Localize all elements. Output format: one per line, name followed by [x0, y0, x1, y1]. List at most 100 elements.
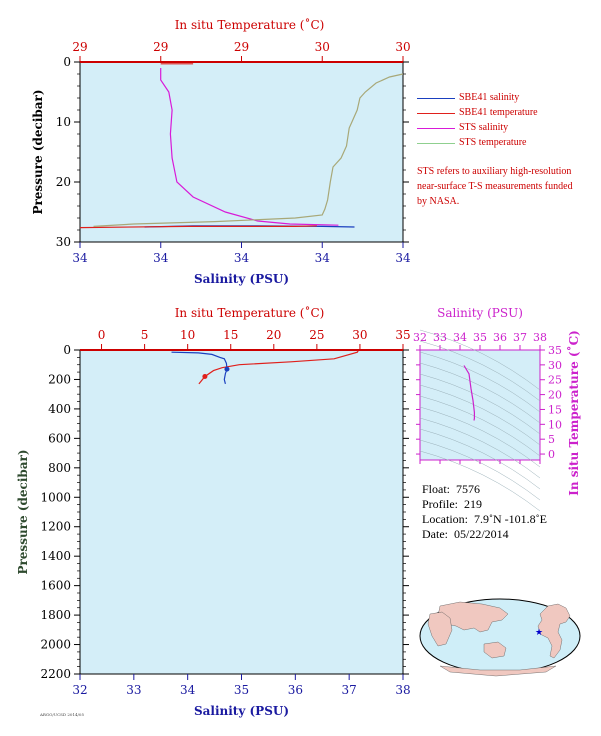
full_profile-pressure-tick-label: 0: [63, 343, 71, 357]
info-float: Float: 7576: [422, 482, 547, 497]
full_profile-series-line: [198, 350, 359, 385]
ts-density-contour: [419, 351, 541, 413]
ts-density-contour: [419, 450, 541, 512]
sts-note: STS refers to auxiliary high-resolution …: [417, 166, 573, 207]
near_surface-pressure-tick-label: 30: [56, 235, 71, 249]
legend-label: STS salinity: [459, 122, 509, 133]
ts-density-contour: [419, 384, 541, 446]
ts-series-line: [463, 365, 475, 421]
full_profile-sal-axis-title: Salinity (PSU): [194, 704, 289, 718]
near_surface-pressure-tick-label: 10: [56, 115, 71, 129]
full_profile-temp-axis-title: In situ Temperature (˚C): [175, 305, 325, 320]
full_profile-pressure-tick-label: 2200: [40, 667, 71, 681]
ts-sal-tick-label: 38: [533, 331, 547, 344]
map-land-americas: [537, 603, 571, 659]
salinity-marker: [224, 366, 230, 372]
full_profile-series-line: [171, 351, 228, 385]
date-label: Date:: [422, 527, 448, 541]
ts-temp-tick-label: 25: [548, 374, 562, 387]
map-land-antarctica: [439, 665, 557, 677]
ts-sal-tick-label: 32: [413, 331, 427, 344]
map-land-australia: [483, 641, 507, 659]
legend-swatch: [417, 113, 455, 114]
ts-sal-tick-label: 33: [433, 331, 447, 344]
near_surface-sal-tick-label: 34: [395, 251, 411, 265]
ts-temp-tick-label: 10: [548, 418, 562, 431]
full_profile-pressure-tick-label: 1000: [40, 490, 71, 504]
ts-temp-tick-label: 35: [548, 344, 562, 357]
world-map: ★: [419, 598, 581, 677]
near_surface-temp-tick-label: 29: [153, 40, 168, 54]
legend-label: SBE41 temperature: [459, 107, 538, 118]
ts-temp-tick-label: 0: [548, 448, 555, 461]
near_surface-sal-tick-label: 34: [234, 251, 250, 265]
ts-density-contour: [419, 406, 541, 468]
legend-swatch: [417, 143, 455, 144]
near_surface-temp-tick-label: 29: [72, 40, 87, 54]
full_profile-sal-tick-label: 38: [395, 683, 410, 697]
full_profile-sal-tick-label: 37: [342, 683, 357, 697]
ts-temp-tick-label: 20: [548, 389, 562, 402]
near_surface-sal-axis-title: Salinity (PSU): [194, 272, 289, 286]
legend-item: SBE41 salinity: [417, 92, 538, 107]
legend-label: STS temperature: [459, 137, 527, 148]
full_profile-temp-tick-label: 10: [180, 328, 195, 342]
full_profile-pressure-axis-title: Pressure (decibar): [16, 449, 30, 574]
near_surface-sal-tick-label: 34: [315, 251, 331, 265]
ts-plot-area: [419, 349, 541, 461]
location-label: Location:: [422, 512, 468, 526]
ts-sal-tick-label: 36: [493, 331, 507, 344]
full_profile-temp-tick-label: 15: [223, 328, 238, 342]
location-value: 7.9˚N -101.8˚E: [473, 512, 547, 526]
near_surface-pressure-tick-label: 20: [56, 175, 71, 189]
info-location: Location: 7.9˚N -101.8˚E: [422, 512, 547, 527]
full_profile-pressure-tick-label: 800: [48, 461, 71, 475]
ts-sal-tick-label: 34: [453, 331, 467, 344]
full_profile-sal-tick-label: 32: [72, 683, 87, 697]
near_surface-temp-axis-title: In situ Temperature (˚C): [175, 17, 325, 32]
float-info: Float: 7576 Profile: 219 Location: 7.9˚N -1…: [422, 482, 547, 542]
full_profile-sal-tick-label: 34: [180, 683, 196, 697]
info-profile: Profile: 219: [422, 497, 547, 512]
full_profile-sal-tick-label: 36: [288, 683, 303, 697]
ts-temp-tick-label: 5: [548, 433, 555, 446]
full_profile-temp-tick-label: 30: [352, 328, 367, 342]
full_profile-sal-tick-label: 33: [126, 683, 141, 697]
full_profile-pressure-tick-label: 200: [48, 372, 71, 386]
ts-sal-tick-label: 35: [473, 331, 487, 344]
ts-density-contour: [419, 439, 541, 501]
info-date: Date: 05/22/2014: [422, 527, 547, 542]
near_surface-temp-tick-label: 30: [315, 40, 330, 54]
full_profile-temp-tick-label: 5: [141, 328, 149, 342]
near_surface-temp-tick-label: 30: [395, 40, 410, 54]
ts-density-contour: [419, 362, 541, 424]
near_surface-temp-tick-label: 29: [234, 40, 249, 54]
near_surface-sal-tick-label: 34: [72, 251, 88, 265]
map-float-marker: ★: [535, 628, 543, 638]
legend-swatch: [417, 128, 455, 129]
ts-temp-tick-label: 30: [548, 359, 562, 372]
ts-density-contour: [419, 329, 541, 391]
full_profile-pressure-tick-label: 600: [48, 431, 71, 445]
full_profile-temp-tick-label: 20: [266, 328, 281, 342]
near_surface-pressure-axis-title: Pressure (decibar): [31, 89, 45, 214]
legend-label: SBE41 salinity: [459, 92, 520, 103]
ts-density-contour: [419, 395, 541, 457]
full_profile-temp-tick-label: 25: [309, 328, 324, 342]
full_profile-pressure-tick-label: 1800: [40, 608, 71, 622]
ts-density-contour: [419, 428, 541, 490]
profile-label: Profile:: [422, 497, 458, 511]
date-value: 05/22/2014: [454, 527, 509, 541]
legend-swatch: [417, 98, 455, 99]
full_profile-temp-tick-label: 0: [98, 328, 106, 342]
near_surface-series-line: [160, 68, 339, 226]
credit-text: ARGO/UCSD 2014/05: [40, 712, 84, 717]
temperature-marker: [202, 374, 208, 380]
ts-density-contour: [419, 373, 541, 435]
profile-value: 219: [464, 497, 482, 511]
full_profile-pressure-tick-label: 2000: [40, 638, 71, 652]
float-label: Float:: [422, 482, 451, 496]
ts-sal-axis-title: Salinity (PSU): [437, 306, 523, 320]
near_surface-sal-tick-label: 34: [153, 251, 169, 265]
